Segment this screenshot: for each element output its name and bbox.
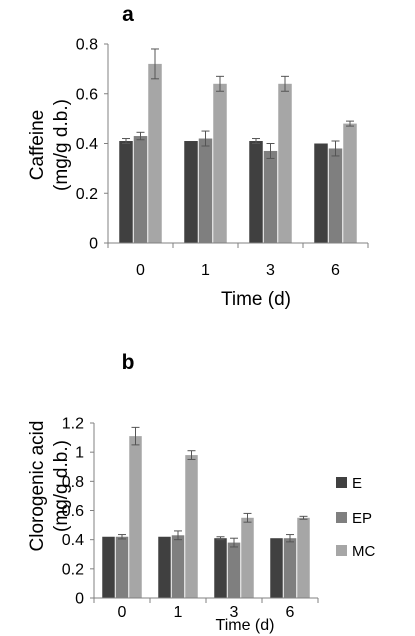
bar-e-1 xyxy=(184,141,198,243)
error-bar xyxy=(243,512,252,523)
error-bar xyxy=(187,450,196,460)
y-axis-title-line2-b: (mg/g d.b.) xyxy=(51,440,72,532)
bar-ep-0 xyxy=(133,136,148,243)
legend-label-ep: EP xyxy=(352,510,372,527)
y-tick-label: 0.2 xyxy=(76,186,98,203)
bar-mc-6 xyxy=(343,123,357,243)
error-bar xyxy=(266,143,275,159)
legend-label-mc: MC xyxy=(352,543,375,560)
bar-ep-3 xyxy=(263,150,278,243)
y-tick-label: 1.2 xyxy=(62,416,84,433)
x-tick-label: 0 xyxy=(136,262,145,279)
error-bar xyxy=(252,138,260,144)
y-axis-title-line1-a: Caffeine xyxy=(27,110,48,180)
error-bar xyxy=(281,75,289,92)
y-tick-label: 0 xyxy=(75,591,84,608)
error-bar xyxy=(216,536,225,541)
error-bar xyxy=(346,120,354,127)
bar-ep-6 xyxy=(328,148,343,243)
x-tick-label: 3 xyxy=(266,262,275,279)
y-tick-label: 0.8 xyxy=(62,474,84,491)
error-bar xyxy=(331,140,340,157)
x-axis-title-a: Time (d) xyxy=(221,289,291,310)
bar-mc-1 xyxy=(185,455,198,598)
y-tick-label: 1 xyxy=(75,445,84,462)
y-tick-label: 0.8 xyxy=(76,37,98,54)
bar-e-3 xyxy=(249,141,263,243)
y-tick-label: 0.6 xyxy=(76,86,98,103)
bar-mc-3 xyxy=(278,83,292,243)
error-bar xyxy=(299,515,308,520)
bar-e-3 xyxy=(214,538,227,598)
error-bar xyxy=(131,426,140,446)
bar-ep-6 xyxy=(283,538,297,598)
bar-ep-3 xyxy=(227,542,241,598)
x-tick-label: 0 xyxy=(118,604,127,621)
bar-e-0 xyxy=(102,536,115,598)
chart-caffeine: a Caffeine (mg/g d.b.) Time (d) 0 0.2 0.4 0… xyxy=(27,3,369,310)
y-axis-title-line2-a: (mg/g d.b.) xyxy=(51,99,72,191)
error-bar xyxy=(174,530,182,541)
bar-mc-1 xyxy=(213,83,227,243)
error-bar xyxy=(151,48,159,80)
bar-ep-0 xyxy=(115,536,129,598)
y-axis-title-line1-b: Clorogenic acid xyxy=(27,421,48,552)
panel-label-a: a xyxy=(122,3,134,26)
error-bar xyxy=(286,534,294,543)
chart-clorogenic-acid: b Clorogenic acid (mg/g d.b.) Time (d) 0… xyxy=(27,351,319,634)
error-bar xyxy=(216,75,224,92)
x-axis-title-b: Time (d) xyxy=(216,617,275,634)
x-tick-label: 1 xyxy=(174,604,183,621)
bar-e-1 xyxy=(158,536,171,598)
bar-mc-6 xyxy=(297,517,310,598)
error-bar xyxy=(230,537,238,548)
bar-ep-1 xyxy=(198,138,213,243)
bar-mc-0 xyxy=(148,63,162,244)
x-tick-label: 3 xyxy=(230,604,239,621)
bar-e-0 xyxy=(119,141,133,243)
error-bar xyxy=(118,534,126,540)
error-bar xyxy=(136,131,145,141)
x-tick-label: 6 xyxy=(286,604,295,621)
bar-mc-0 xyxy=(129,436,142,598)
bar-mc-3 xyxy=(241,517,254,598)
bar-e-6 xyxy=(314,143,328,243)
legend-label-e: E xyxy=(352,475,362,492)
error-bar xyxy=(201,130,210,147)
x-tick-label: 1 xyxy=(201,262,210,279)
y-tick-label: 0 xyxy=(89,236,98,253)
bar-ep-1 xyxy=(171,535,185,598)
legend-swatch-mc xyxy=(336,545,347,556)
legend-swatch-e xyxy=(336,477,347,488)
y-tick-label: 0.4 xyxy=(76,136,98,153)
panel-label-b: b xyxy=(122,351,135,374)
error-bar xyxy=(122,138,130,144)
y-tick-label: 0.4 xyxy=(62,532,84,549)
legend-swatch-ep xyxy=(336,512,347,523)
legend: E EP MC xyxy=(336,475,375,560)
y-tick-label: 0.6 xyxy=(62,503,84,520)
x-tick-label: 6 xyxy=(331,262,340,279)
bar-e-6 xyxy=(270,538,283,598)
y-tick-label: 0.2 xyxy=(62,561,84,578)
